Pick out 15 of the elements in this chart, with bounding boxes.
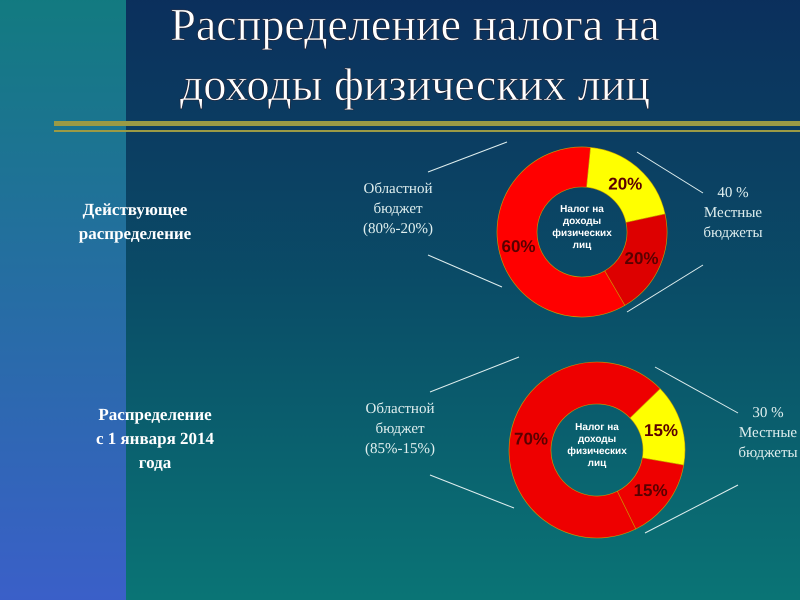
text: Налог на доходы физических лиц (552, 204, 612, 251)
text: Действующее распределение (78, 200, 192, 243)
text: 30 % Местные бюджеты (738, 405, 798, 461)
text: Областной бюджет (85%-15%) (365, 401, 435, 457)
text: Областной бюджет (80%-20%) (363, 181, 433, 237)
data-label: 70% (514, 430, 548, 449)
text: 40 % Местные бюджеты (703, 185, 763, 241)
data-label: 20% (624, 249, 659, 268)
data-label: 20% (608, 174, 642, 194)
data-label: 60% (501, 236, 536, 256)
chart-title: Распределение налога на доходы физических лиц (170, 0, 660, 110)
data-label: 15% (634, 481, 668, 500)
text: Распределение с 1 января 2014 года (96, 405, 215, 472)
data-label: 15% (644, 421, 678, 440)
text: Налог на доходы физических лиц (567, 422, 628, 469)
